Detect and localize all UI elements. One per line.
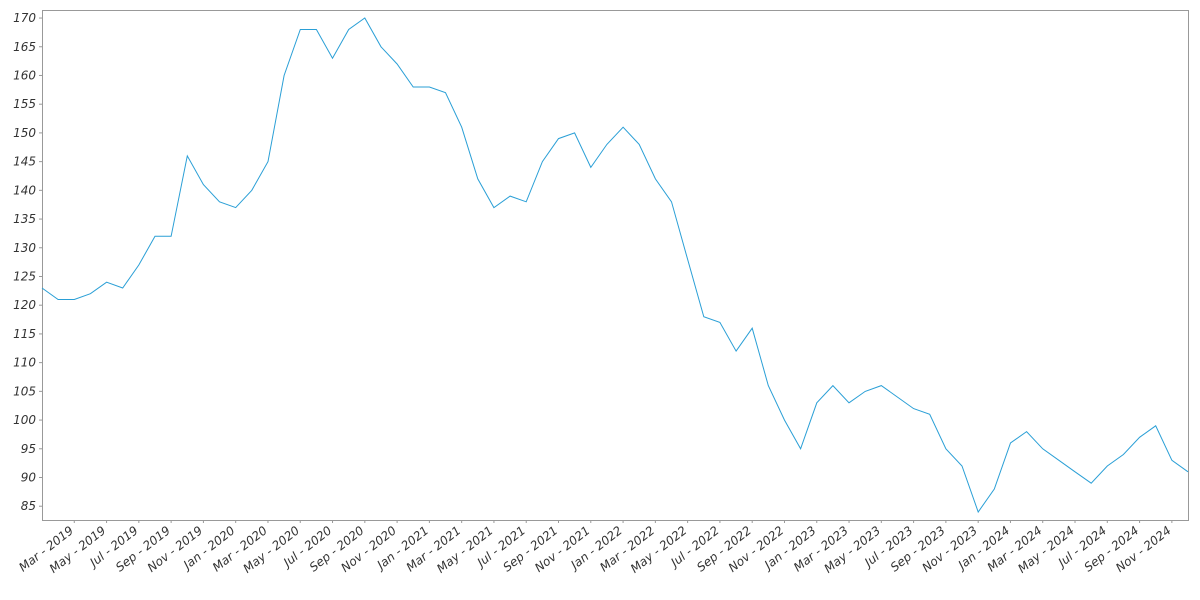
- y-tick-label: 110: [13, 356, 36, 370]
- y-tick-label: 130: [13, 241, 36, 255]
- y-tick-label: 135: [13, 212, 36, 226]
- y-tick-label: 170: [13, 11, 36, 25]
- y-tick-label: 95: [21, 442, 36, 456]
- y-tick-label: 105: [13, 384, 36, 398]
- y-tick-label: 140: [13, 183, 36, 197]
- y-tick-label: 115: [13, 327, 36, 341]
- y-tick-label: 125: [13, 269, 36, 283]
- price-line: [41, 17, 1189, 514]
- y-tick-label: 150: [13, 126, 36, 140]
- y-tick-label: 120: [13, 298, 36, 312]
- y-tick-label: 155: [13, 97, 36, 111]
- y-tick-label: 90: [21, 471, 37, 485]
- y-tick-label: 145: [13, 155, 36, 169]
- y-tick-label: 100: [13, 413, 36, 427]
- y-tick-label: 165: [13, 40, 36, 54]
- y-tick-label: 160: [13, 68, 36, 82]
- y-tick-label: 85: [21, 499, 36, 513]
- plot-frame: [42, 10, 1189, 521]
